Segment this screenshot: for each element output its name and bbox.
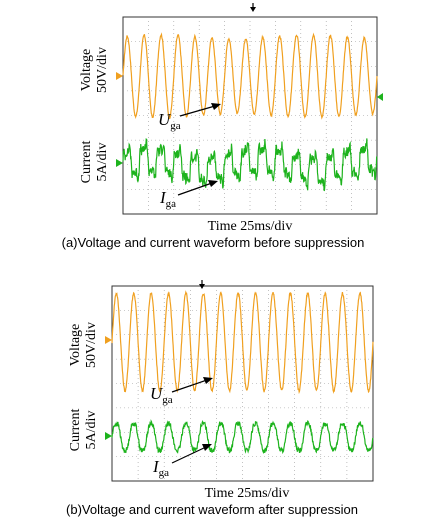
x-axis-label-a: Time 25ms/div: [208, 219, 293, 234]
iga-annotation-a: Iga: [159, 188, 176, 210]
uga-annotation-a: Uga: [158, 110, 181, 132]
iga-arrow-b: [171, 446, 207, 464]
right-channel-marker-a: [377, 93, 383, 101]
series-line-uga-b: [111, 290, 374, 395]
trigger-marker-a: [250, 7, 256, 12]
iga-annotation-b: Iga: [152, 457, 169, 479]
panel-b: Voltage 50V/div Current 5A/div Uga Iga T…: [66, 280, 374, 517]
series-line-uga-a: [122, 32, 378, 120]
caption-a: (a)Voltage and current waveform before s…: [62, 235, 365, 250]
voltage-axis-label-b: Voltage: [68, 324, 83, 367]
voltage-channel-marker-b: [105, 336, 112, 344]
trigger-marker-b: [199, 284, 205, 289]
uga-annotation-b: Uga: [150, 384, 173, 406]
uga-arrowhead-a: [211, 103, 221, 110]
voltage-axis-label-a: Voltage: [79, 49, 94, 92]
iga-arrow-a: [177, 182, 213, 196]
current-axis-label-a: Current: [79, 141, 94, 184]
caption-b: (b)Voltage and current waveform after su…: [66, 502, 358, 517]
waveforms-a: [122, 32, 378, 192]
uga-arrow-b: [171, 379, 208, 393]
current-scale-label-b: 5A/div: [84, 411, 99, 450]
series-line-iga-b: [111, 419, 374, 455]
iga-arrowhead-a: [208, 180, 218, 187]
voltage-scale-label-b: 50V/div: [84, 322, 99, 368]
series-line-iga-a: [122, 138, 378, 192]
panel-a: Voltage 50V/div Current 5A/div Uga Iga T…: [62, 3, 383, 250]
uga-arrow-a: [179, 105, 216, 117]
current-channel-marker-b: [105, 432, 112, 440]
grid-b: [112, 286, 373, 481]
waveforms-b: [111, 290, 374, 455]
voltage-channel-marker-a: [116, 72, 123, 80]
current-channel-marker-a: [116, 159, 123, 167]
x-axis-label-b: Time 25ms/div: [205, 486, 290, 501]
uga-arrowhead-b: [203, 377, 213, 384]
iga-arrowhead-b: [202, 444, 212, 451]
voltage-scale-label-a: 50V/div: [95, 47, 110, 93]
current-scale-label-a: 5A/div: [95, 143, 110, 182]
current-axis-label-b: Current: [68, 409, 83, 452]
